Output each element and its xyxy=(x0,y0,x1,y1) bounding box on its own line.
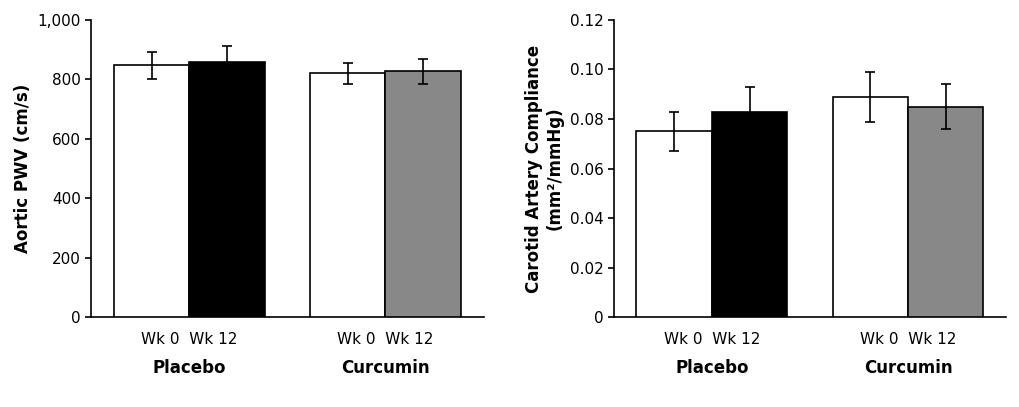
Bar xyxy=(114,65,190,317)
Text: Wk 0  Wk 12: Wk 0 Wk 12 xyxy=(337,333,433,347)
Text: Wk 0  Wk 12: Wk 0 Wk 12 xyxy=(663,333,759,347)
Bar xyxy=(385,71,461,317)
Bar xyxy=(711,112,787,317)
Bar xyxy=(190,62,265,317)
Bar xyxy=(310,73,385,317)
Text: Curcumin: Curcumin xyxy=(863,359,952,377)
Y-axis label: Carotid Artery Compliance
(mm²/mmHg): Carotid Artery Compliance (mm²/mmHg) xyxy=(525,45,564,293)
Text: Wk 0  Wk 12: Wk 0 Wk 12 xyxy=(141,333,237,347)
Text: Placebo: Placebo xyxy=(153,359,226,377)
Bar xyxy=(832,97,907,317)
Y-axis label: Aortic PWV (cm/s): Aortic PWV (cm/s) xyxy=(14,84,32,253)
Text: Wk 0  Wk 12: Wk 0 Wk 12 xyxy=(859,333,955,347)
Bar xyxy=(907,107,982,317)
Bar xyxy=(636,131,711,317)
Text: Curcumin: Curcumin xyxy=(340,359,429,377)
Text: Placebo: Placebo xyxy=(675,359,748,377)
